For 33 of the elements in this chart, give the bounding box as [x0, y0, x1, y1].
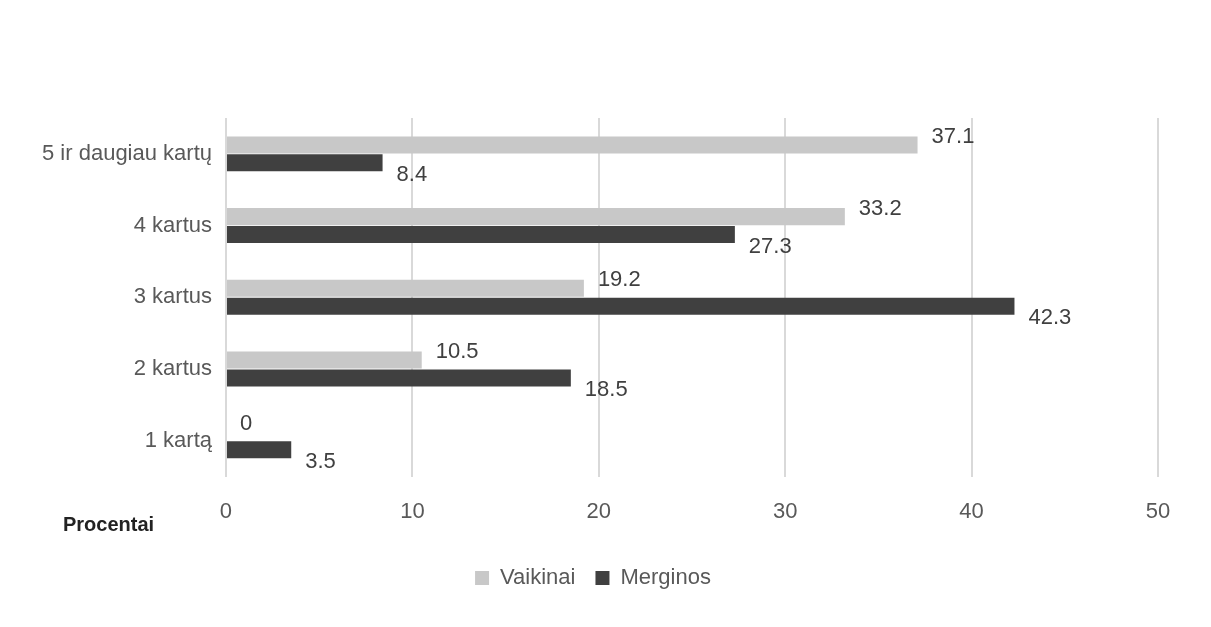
- bar: [227, 369, 571, 387]
- x-tick-label: 0: [219, 497, 233, 523]
- bar: [227, 441, 292, 459]
- bar: [227, 136, 918, 154]
- data-label: 42.3: [1028, 304, 1072, 330]
- data-label: 18.5: [584, 376, 628, 402]
- bar: [227, 226, 735, 244]
- x-tick-label: 30: [772, 497, 798, 523]
- data-label: 33.2: [858, 194, 902, 220]
- bar: [227, 279, 584, 297]
- data-label: 0: [240, 409, 253, 435]
- legend-label: Merginos: [620, 564, 711, 590]
- data-label: 19.2: [597, 266, 641, 292]
- data-label: 37.1: [931, 122, 975, 148]
- y-tick-label: 3 kartus: [133, 283, 212, 309]
- y-tick-label: 1 kartą: [144, 426, 213, 452]
- x-axis-title: Procentai: [63, 512, 155, 535]
- bar: [227, 154, 383, 172]
- x-tick-label: 10: [400, 497, 425, 523]
- bar: [227, 297, 1015, 315]
- data-label: 10.5: [435, 338, 479, 364]
- x-tick-label: 20: [586, 497, 612, 523]
- data-label: 27.3: [748, 232, 792, 258]
- data-label: 3.5: [305, 447, 336, 473]
- data-label: 8.4: [396, 160, 428, 186]
- bar: [227, 208, 845, 226]
- y-tick-label: 2 kartus: [133, 355, 212, 381]
- x-tick-label: 50: [1145, 497, 1171, 523]
- legend-label: Vaikinai: [500, 564, 576, 590]
- x-tick-label: 40: [959, 497, 984, 523]
- y-tick-label: 5 ir daugiau kartų: [42, 139, 212, 165]
- bar: [227, 351, 422, 369]
- y-tick-label: 4 kartus: [133, 211, 212, 237]
